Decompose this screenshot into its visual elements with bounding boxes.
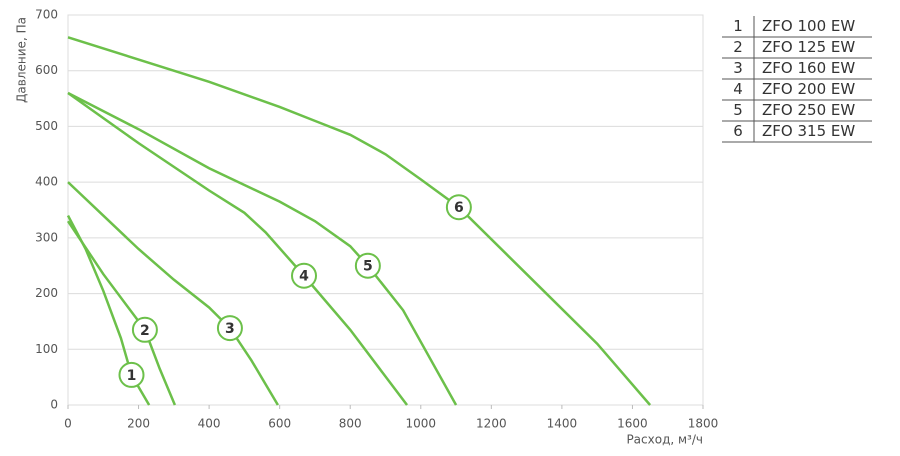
x-axis-label: Расход, м³/ч <box>626 433 703 447</box>
legend-number: 1 <box>733 17 743 35</box>
x-tick-label: 800 <box>339 417 362 431</box>
legend-number: 2 <box>733 38 743 56</box>
y-tick-label: 500 <box>35 119 58 133</box>
legend-label: ZFO 200 EW <box>762 80 855 98</box>
curve-label: 6 <box>454 200 464 216</box>
curve <box>67 181 279 406</box>
y-tick-label: 400 <box>35 175 58 189</box>
x-tick-label: 1200 <box>476 417 507 431</box>
curve-label: 3 <box>225 321 235 337</box>
curve <box>67 36 652 406</box>
curve-label: 4 <box>299 269 309 285</box>
x-tick-label: 200 <box>127 417 150 431</box>
x-tick-label: 1800 <box>688 417 719 431</box>
y-tick-label: 700 <box>35 8 58 22</box>
y-tick-label: 100 <box>35 342 58 356</box>
y-tick-label: 300 <box>35 230 58 244</box>
legend-label: ZFO 100 EW <box>762 17 855 35</box>
y-tick-label: 200 <box>35 286 58 300</box>
legend-number: 3 <box>733 59 743 77</box>
curve-marker <box>354 252 381 279</box>
legend-number: 6 <box>733 122 743 140</box>
x-tick-label: 400 <box>198 417 221 431</box>
curve-marker <box>216 315 243 342</box>
curve-marker <box>118 361 145 388</box>
x-tick-label: 600 <box>268 417 291 431</box>
curve-label: 5 <box>363 259 373 275</box>
curve <box>67 91 458 406</box>
curve-label: 2 <box>140 323 150 339</box>
legend-label: ZFO 160 EW <box>762 59 855 77</box>
legend-label: ZFO 315 EW <box>762 122 855 140</box>
curve-marker <box>291 262 318 289</box>
legend-number: 4 <box>733 80 743 98</box>
curve <box>67 91 409 406</box>
legend-number: 5 <box>733 101 743 119</box>
x-tick-label: 1000 <box>406 417 437 431</box>
x-tick-label: 1600 <box>617 417 648 431</box>
y-tick-label: 0 <box>50 398 58 412</box>
x-tick-label: 1400 <box>547 417 578 431</box>
plot-frame <box>67 14 704 406</box>
x-tick-label: 0 <box>64 417 72 431</box>
curve-marker <box>445 194 472 221</box>
legend-label: ZFO 250 EW <box>762 101 855 119</box>
y-tick-label: 600 <box>35 63 58 77</box>
y-axis-label: Давление, Па <box>15 17 29 103</box>
curve-marker <box>131 316 158 343</box>
legend-label: ZFO 125 EW <box>762 38 855 56</box>
curve-label: 1 <box>127 368 137 384</box>
